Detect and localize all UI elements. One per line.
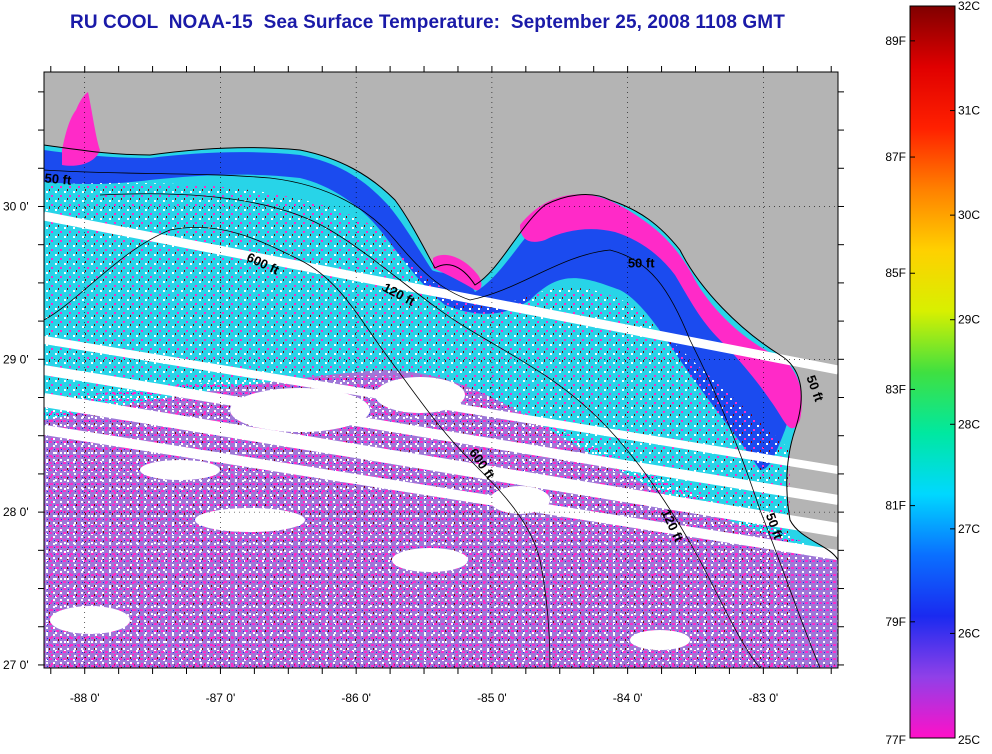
lat-tick-label: 30 0': [3, 199, 29, 213]
map-plot-area: [44, 72, 838, 668]
depth-contour-label: 50 ft: [44, 170, 73, 187]
lon-tick-label: -87 0': [206, 691, 236, 705]
swath-gaps: [44, 211, 838, 560]
axis-ticks: -88 0' -87 0' -86 0' -85 0' -84 0' -83 0' 27 0…: [3, 66, 844, 705]
map-title: RU COOL NOAA-15 Sea Surface Temperature:…: [70, 12, 785, 33]
depth-contour-label: 50 ft: [628, 256, 655, 271]
lon-tick-label: -88 0': [70, 691, 100, 705]
map-frame: [43, 71, 839, 669]
lon-tick-label: -84 0': [613, 691, 643, 705]
lat-tick-label: 27 0': [3, 658, 29, 672]
depth-contour-lines: [44, 169, 821, 668]
warm-patch-mobile-bay: [62, 92, 100, 166]
speckle-overlay-lower: [44, 376, 838, 668]
lon-tick-label: -85 0': [477, 691, 507, 705]
lat-tick-label: 29 0': [3, 352, 29, 366]
coastline: [44, 144, 838, 561]
lon-tick-label: -86 0': [341, 691, 371, 705]
lat-tick-label: 28 0': [3, 505, 29, 519]
lon-tick-label: -83 0': [749, 691, 779, 705]
